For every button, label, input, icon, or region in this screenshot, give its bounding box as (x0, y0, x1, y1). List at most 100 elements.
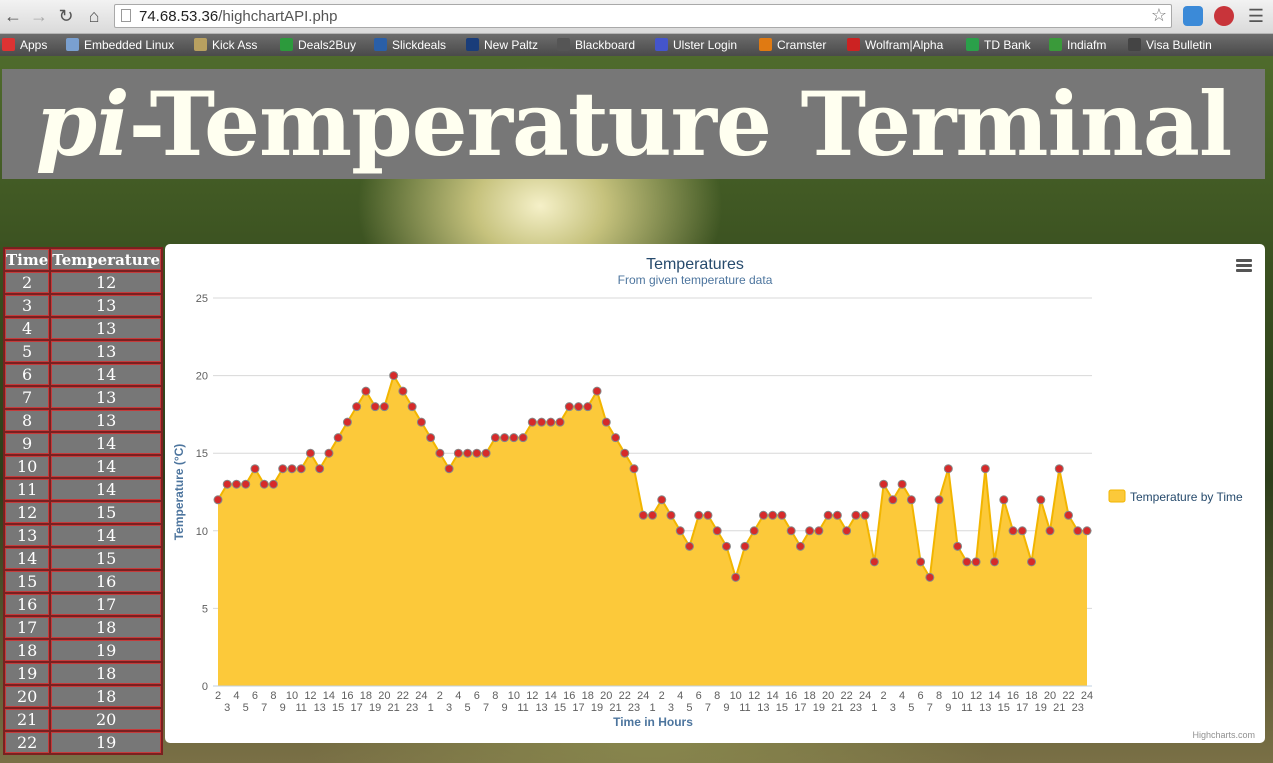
home-icon[interactable]: ⌂ (88, 6, 100, 26)
time-cell: 12 (5, 502, 50, 523)
table-row: 7 13 (5, 387, 162, 408)
table-row: 2 12 (5, 272, 162, 293)
bookmark-icon (66, 38, 79, 51)
data-point (342, 417, 352, 427)
x-tick-label: 21 (1053, 702, 1065, 714)
table-row: 4 13 (5, 318, 162, 339)
time-cell: 7 (5, 387, 50, 408)
bookmark-star-icon[interactable]: ☆ (1150, 5, 1167, 25)
data-point (509, 433, 519, 443)
data-point (758, 510, 768, 520)
data-point (333, 433, 343, 443)
x-tick-label: 21 (388, 702, 400, 714)
data-point (823, 510, 833, 520)
data-point (832, 510, 842, 520)
bookmark-icon (557, 38, 570, 51)
x-tick-label: 14 (988, 690, 1000, 702)
temperature-cell: 13 (51, 318, 162, 339)
bookmark-item[interactable]: Ulster Login (655, 37, 737, 53)
data-point (731, 572, 741, 582)
x-tick-label: 20 (600, 690, 612, 702)
x-tick-label: 7 (705, 702, 711, 714)
data-point (527, 417, 537, 427)
bookmark-icon (374, 38, 387, 51)
data-point (990, 557, 1000, 567)
address-bar[interactable]: 74.68.53.36/highchartAPI.php ☆ (114, 4, 1172, 28)
data-point (592, 386, 602, 396)
bookmark-item[interactable]: New Paltz (466, 37, 538, 53)
x-tick-label: 1 (649, 702, 655, 714)
data-point (1082, 526, 1092, 536)
x-tick-label: 24 (1081, 690, 1093, 702)
data-point (1008, 526, 1018, 536)
data-point (1054, 464, 1064, 474)
chart-title: Temperatures (646, 256, 744, 273)
bookmark-item[interactable]: Apps (2, 37, 47, 53)
browser-menu-icon[interactable]: ☰ (1247, 6, 1265, 26)
table-row: 12 15 (5, 502, 162, 523)
data-point (481, 448, 491, 458)
data-point (860, 510, 870, 520)
temperature-cell: 16 (51, 571, 162, 592)
chart-menu-icon[interactable] (1236, 259, 1252, 273)
bookmark-item[interactable]: Embedded Linux (66, 37, 174, 53)
bookmark-item[interactable]: Deals2Buy (280, 37, 356, 53)
data-point (906, 495, 916, 505)
time-cell: 18 (5, 640, 50, 661)
table-header-time: Time (5, 249, 50, 270)
data-point (786, 526, 796, 536)
legend-swatch (1108, 489, 1126, 503)
data-point (1017, 526, 1027, 536)
data-point (398, 386, 408, 396)
data-point (472, 448, 482, 458)
x-tick-label: 4 (677, 690, 683, 702)
bookmark-label: Embedded Linux (84, 38, 175, 52)
bookmark-item[interactable]: Blackboard (557, 37, 635, 53)
url-text[interactable]: 74.68.53.36/highchartAPI.php (139, 8, 338, 25)
extension-icon[interactable] (1214, 6, 1234, 26)
data-point (407, 402, 417, 412)
x-tick-label: 13 (314, 702, 326, 714)
x-tick-label: 8 (936, 690, 942, 702)
page-icon (121, 9, 131, 22)
x-tick-label: 23 (850, 702, 862, 714)
table-row: 9 14 (5, 433, 162, 454)
x-tick-label: 17 (1016, 702, 1028, 714)
extension-icon[interactable] (1183, 6, 1203, 26)
bookmark-item[interactable]: TD Bank (966, 37, 1031, 53)
reload-icon[interactable]: ↻ (58, 6, 74, 26)
x-tick-label: 11 (295, 702, 306, 714)
data-point (648, 510, 657, 520)
bookmark-item[interactable]: Slickdeals (374, 37, 446, 53)
x-tick-label: 7 (261, 702, 267, 714)
bookmark-label: Visa Bulletin (1146, 38, 1212, 52)
x-tick-label: 22 (619, 690, 631, 702)
forward-arrow-icon[interactable]: → (30, 6, 48, 26)
bookmark-item[interactable]: Kick Ass (194, 37, 257, 53)
bookmark-icon (280, 38, 293, 51)
bookmark-item[interactable]: Wolfram|Alpha (847, 37, 943, 53)
data-point (971, 557, 981, 567)
back-arrow-icon[interactable]: ← (4, 6, 22, 26)
temperature-cell: 19 (51, 640, 162, 661)
data-point (611, 433, 621, 443)
data-point (980, 464, 990, 474)
x-tick-label: 10 (730, 690, 742, 702)
x-tick-label: 19 (369, 702, 381, 714)
x-tick-label: 14 (323, 690, 335, 702)
area-fill (218, 375, 1087, 686)
data-point (842, 526, 852, 536)
table-row: 21 20 (5, 709, 162, 730)
x-tick-label: 5 (243, 702, 249, 714)
temperature-cell: 18 (51, 663, 162, 684)
bookmark-item[interactable]: Indiafm (1049, 37, 1106, 53)
bookmark-item[interactable]: Cramster (759, 37, 826, 53)
bookmark-label: Cramster (777, 38, 827, 52)
x-tick-label: 9 (723, 702, 729, 714)
bookmark-item[interactable]: Visa Bulletin (1128, 37, 1212, 53)
x-tick-label: 16 (341, 690, 353, 702)
x-tick-label: 19 (591, 702, 603, 714)
data-point (999, 495, 1009, 505)
x-tick-label: 15 (332, 702, 344, 714)
bookmark-icon (1128, 38, 1141, 51)
